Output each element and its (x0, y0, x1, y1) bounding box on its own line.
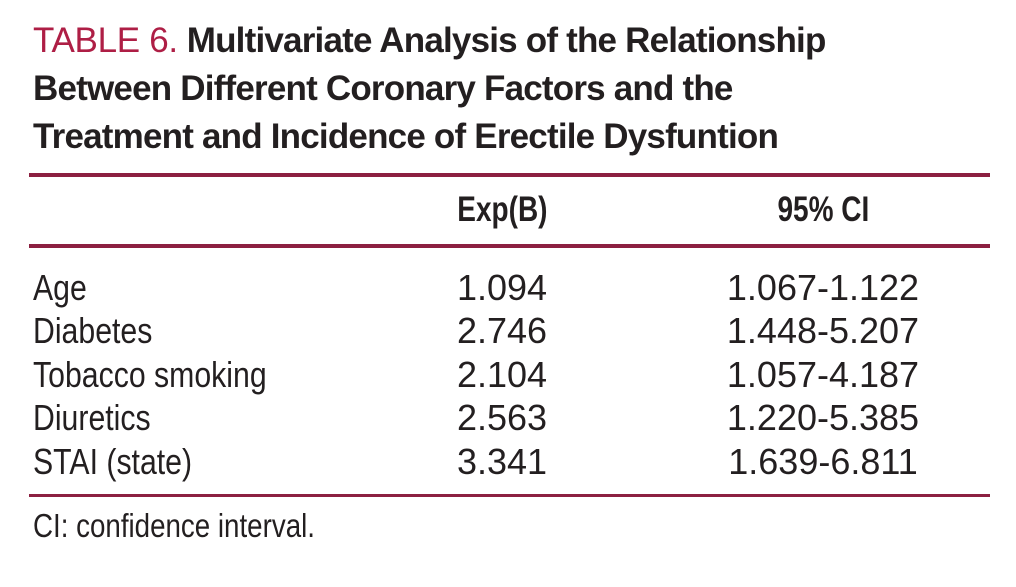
table-row-2-expb: 2.746 (348, 309, 656, 352)
table-row-5-ci: 1.639-6.811 (656, 440, 990, 483)
ci-cell: 1.448-5.207 (726, 310, 920, 352)
table-title-text-1: Multivariate Analysis of the Relationshi… (186, 21, 827, 60)
column-header-factor (33, 190, 348, 230)
table-row-1-expb: 1.094 (348, 266, 656, 309)
table-row-4-expb: 2.563 (348, 396, 656, 439)
table-title-line-1: TABLE 6. Multivariate Analysis of the Re… (33, 17, 983, 65)
table-row-3-ci: 1.057-4.187 (656, 353, 990, 396)
table-row-2-factor: Diabetes (33, 309, 348, 352)
table-row-3-expb: 2.104 (348, 353, 656, 396)
expb-cell: 2.746 (456, 310, 548, 352)
table-row-5-expb: 3.341 (348, 440, 656, 483)
table-number-label: TABLE 6. (33, 21, 178, 60)
table-row-4-factor: Diuretics (33, 396, 348, 439)
expb-cell: 3.341 (456, 440, 548, 482)
table-title: TABLE 6. Multivariate Analysis of the Re… (33, 17, 983, 161)
top-rule (29, 173, 990, 177)
bottom-rule (29, 494, 990, 497)
header-divider-rule (29, 244, 990, 248)
factor-cell: Diuretics (33, 397, 151, 439)
ci-cell: 1.067-1.122 (726, 267, 920, 308)
ci-cell: 1.220-5.385 (726, 397, 920, 439)
table-row-1-ci: 1.067-1.122 (656, 266, 990, 309)
factor-cell: Diabetes (33, 310, 153, 352)
table-body: Age 1.094 1.067-1.122 Diabetes 2.746 1.4… (33, 266, 990, 483)
factor-cell: Age (33, 267, 87, 308)
column-header-expb: Exp(B) (456, 190, 548, 229)
table-row-1-factor: Age (33, 266, 348, 309)
factor-cell: Tobacco smoking (33, 353, 267, 395)
table-row-4-ci: 1.220-5.385 (656, 396, 990, 439)
table-title-line-3: Treatment and Incidence of Erectile Dysf… (33, 117, 779, 156)
table-header-row: Exp(B) 95% CI (33, 190, 990, 230)
ci-cell: 1.639-6.811 (728, 440, 918, 482)
factor-cell: STAI (state) (33, 440, 193, 482)
table-row-2-ci: 1.448-5.207 (656, 309, 990, 352)
expb-cell: 2.104 (456, 353, 548, 395)
table-title-line-2: Between Different Coronary Factors and t… (33, 69, 733, 108)
expb-cell: 2.563 (456, 397, 548, 439)
table-row-3-factor: Tobacco smoking (33, 353, 348, 396)
ci-cell: 1.057-4.187 (726, 353, 920, 395)
expb-cell: 1.094 (456, 267, 548, 308)
table-row-5-factor: STAI (state) (33, 440, 348, 483)
column-header-ci: 95% CI (777, 190, 869, 229)
table-footnote: CI: confidence interval. (33, 507, 315, 544)
